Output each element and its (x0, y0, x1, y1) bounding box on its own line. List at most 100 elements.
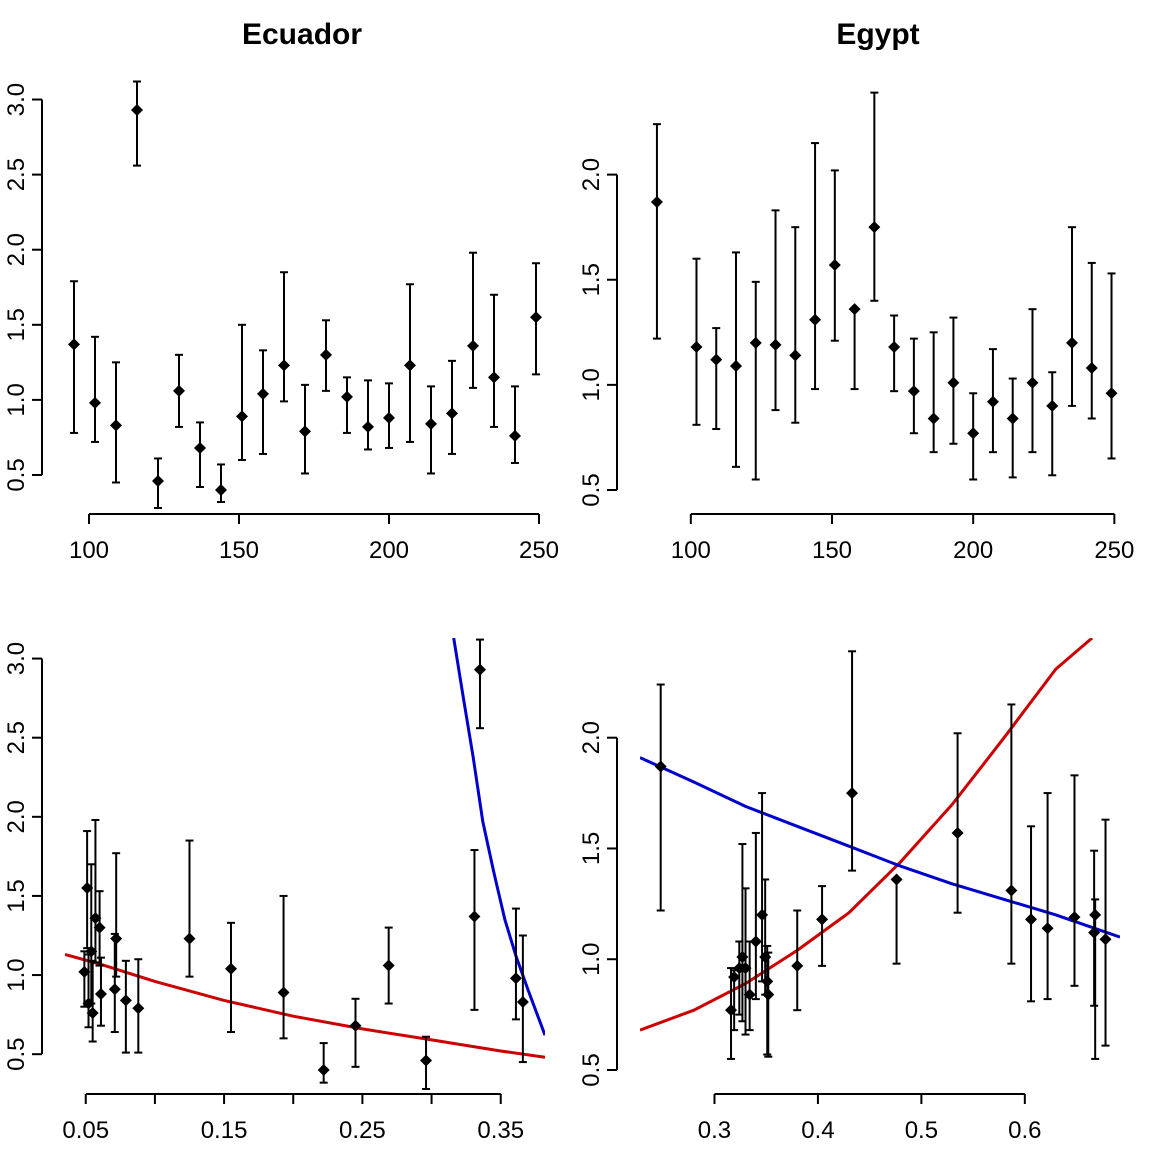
fit-curve (65, 953, 545, 1059)
y-tick-label: 1.5 (3, 879, 30, 912)
y-tick-label: 2.5 (3, 721, 30, 754)
data-point (888, 341, 901, 354)
data-point (749, 336, 762, 349)
data-point (516, 995, 529, 1008)
y-tick-label: 2.0 (578, 158, 605, 191)
data-point (951, 826, 964, 839)
data-point (509, 972, 522, 985)
data-point (791, 959, 804, 972)
y-tick-label: 0.5 (3, 1037, 30, 1070)
data-point (828, 259, 841, 272)
data-point (967, 427, 980, 440)
data-point (848, 303, 861, 316)
data-point (467, 339, 479, 352)
data-point (1068, 911, 1081, 924)
data-point (1005, 884, 1018, 897)
panel-egypt-fit: 0.3 0.4 0.5 0.6 0.5 1.0 1.5 2.0 (578, 638, 1120, 1144)
data-point (173, 384, 185, 397)
x-tick-label: 0.4 (801, 1117, 834, 1144)
x-tick-label: 0.6 (1008, 1117, 1041, 1144)
y-tick-label: 2.0 (3, 800, 30, 833)
data-point (816, 913, 829, 926)
y-tick-label: 1.0 (3, 383, 30, 416)
data-point (509, 429, 521, 442)
y-tick-label: 2.5 (3, 158, 30, 191)
data-point (1026, 376, 1039, 389)
data-point (1066, 336, 1078, 349)
x-tick-label: 0.3 (698, 1117, 731, 1144)
data-point (277, 986, 290, 999)
y-tick-label: 2.0 (578, 721, 605, 754)
data-point (789, 349, 802, 362)
data-point (317, 1064, 330, 1076)
data-point (1105, 387, 1118, 400)
data-point (257, 387, 269, 400)
data-point (446, 407, 458, 420)
data-point (341, 390, 353, 403)
data-point (1085, 362, 1098, 375)
data-point (809, 313, 822, 326)
data-point (1099, 933, 1112, 946)
data-point (756, 908, 769, 921)
data-point (215, 484, 227, 496)
data-point (108, 983, 121, 996)
data-point (530, 311, 542, 324)
data-point (654, 760, 667, 773)
data-point (183, 932, 196, 945)
data-point (152, 474, 164, 487)
data-point (710, 353, 723, 366)
data-point (927, 412, 940, 425)
data-point (1046, 399, 1059, 412)
data-point (131, 104, 143, 117)
data-point (110, 932, 123, 945)
data-point (725, 1004, 738, 1017)
y-tick-label: 0.5 (3, 458, 30, 491)
data-point (236, 410, 248, 423)
y-tick-label: 0.5 (578, 1053, 605, 1086)
data-point (94, 988, 107, 1001)
y-tick-label: 1.5 (578, 832, 605, 865)
x-tick-label: 250 (1094, 537, 1134, 564)
x-tick-label: 100 (671, 537, 711, 564)
y-tick-label: 3.0 (3, 83, 30, 116)
data-point (119, 994, 132, 1007)
panel-egypt-time: Egypt 100 150 200 250 0.5 1.0 1.5 2.0 (578, 18, 1134, 564)
data-point (1041, 922, 1054, 935)
data-point (89, 912, 102, 925)
data-point (769, 338, 782, 351)
data-point (425, 417, 437, 430)
data-point (110, 419, 122, 432)
panel-title: Egypt (836, 18, 919, 51)
y-tick-label: 1.0 (3, 958, 30, 991)
y-tick-label: 3.0 (3, 642, 30, 675)
data-point (78, 965, 91, 978)
data-point (1006, 412, 1019, 425)
data-point (278, 359, 290, 372)
x-tick-label: 0.25 (339, 1117, 386, 1144)
data-point (650, 195, 663, 208)
x-tick-label: 0.15 (201, 1117, 248, 1144)
data-point (890, 873, 903, 886)
x-tick-label: 250 (519, 537, 559, 564)
data-point (89, 396, 101, 409)
y-tick-label: 1.0 (578, 368, 605, 401)
data-point (362, 420, 374, 433)
panel-ecuador-fit: 0.05 0.15 0.25 0.35 0.5 1.0 1.5 2.0 2.5 3.0 (3, 638, 545, 1144)
fit-curve (640, 638, 1094, 1032)
data-point (383, 411, 395, 424)
data-point (690, 341, 703, 354)
y-tick-label: 2.0 (3, 233, 30, 266)
data-point (730, 359, 742, 372)
data-point (488, 371, 500, 384)
data-point (85, 945, 98, 958)
data-point (1025, 913, 1038, 926)
x-tick-label: 150 (812, 537, 852, 564)
data-point (473, 663, 486, 676)
data-point (749, 935, 762, 948)
data-point (907, 385, 920, 398)
data-point (382, 959, 395, 972)
data-point (761, 975, 774, 988)
data-point (728, 970, 741, 983)
data-point (739, 962, 752, 975)
